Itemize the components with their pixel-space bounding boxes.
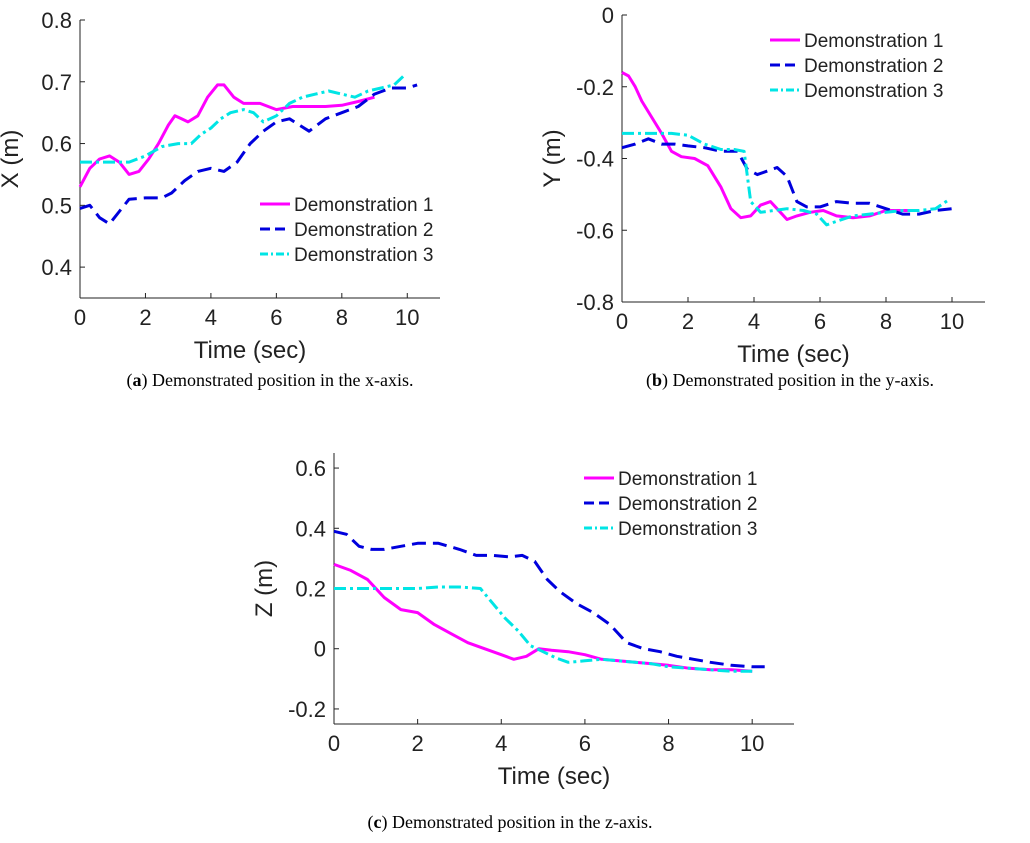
chart-a-xtick-label: 4 [205,305,217,330]
chart-b-xlabel: Time (sec) [737,341,849,368]
caption-b-label: b [652,370,663,390]
chart-a-legend-label-2: Demonstration 2 [294,220,433,241]
chart-b-xtick-label: 4 [748,309,760,334]
chart-a-xtick-label: 0 [74,305,86,330]
chart-c-series-2-line [333,529,765,669]
chart-c-ytick-label: 0 [314,637,326,662]
chart-c-xtick-label: 2 [412,731,424,756]
chart-b-series-1-line [621,71,919,221]
chart-a-xlabel: Time (sec) [194,337,306,364]
chart-b-xtick-label: 8 [880,309,892,334]
chart-a-xtick-label: 8 [336,305,348,330]
chart-b-ytick-label: -0.2 [576,75,614,100]
chart-b-xtick-label: 0 [616,309,628,334]
chart-a-series-3-line [80,74,406,164]
caption-b: (b) Demonstrated position in the y-axis. [646,370,934,390]
chart-c-series-3-line [334,585,753,673]
caption-b-text: Demonstrated position in the y-axis. [672,370,934,390]
chart-c-xtick-label: 6 [579,731,591,756]
chart-b-xtick-label: 2 [682,309,694,334]
panel-a: 0 2 4 6 8 10 0.4 0.5 0.6 0.7 0.8 Time (sec) X (m) Dem… [0,0,510,375]
panel-b: 0 2 4 6 8 10 -0.8 -0.6 -0.4 -0.2 0 Time (sec) Y (m) D… [515,0,1030,375]
chart-b-series-3-line [622,131,950,227]
chart-a-xtick-label: 2 [139,305,151,330]
chart-c-legend-label-2: Demonstration 2 [618,494,757,515]
chart-c-ylabel: Z (m) [251,560,278,617]
caption-c-text: Demonstrated position in the z-axis. [392,812,653,832]
chart-a-ytick-label: 0.8 [41,8,72,33]
caption-c-label: c [373,812,382,832]
chart-b-xtick-label: 10 [940,309,964,334]
chart-a-legend-label-1: Demonstration 1 [294,195,433,216]
chart-b-svg: 0 2 4 6 8 10 -0.8 -0.6 -0.4 -0.2 0 Time (sec) Y (m) D… [539,3,985,368]
caption-c: (c) Demonstrated position in the z-axis. [367,812,653,832]
caption-a-label: a [132,370,142,390]
chart-b-series-2-line [621,137,953,216]
chart-c-xtick-label: 8 [662,731,674,756]
chart-c-xtick-label: 0 [328,731,340,756]
chart-b-ytick-label: 0 [602,3,614,28]
caption-a: (a) Demonstrated position in the x-axis. [126,370,414,390]
chart-a-xtick-label: 6 [270,305,282,330]
caption-a-text: Demonstrated position in the x-axis. [152,370,414,390]
chart-c-ytick-label: 0.4 [295,516,326,541]
chart-a-ytick-label: 0.5 [41,193,72,218]
chart-a-ytick-label: 0.7 [41,70,72,95]
chart-a-ytick-label: 0.4 [41,255,72,280]
chart-c-xtick-label: 4 [495,731,507,756]
chart-b-legend-label-2: Demonstration 2 [804,56,943,77]
chart-b-ytick-label: -0.8 [576,290,614,315]
chart-b-ytick-label: -0.6 [576,218,614,243]
chart-c-series-1-line [333,562,753,673]
chart-b-ytick-label: -0.4 [576,147,614,172]
chart-c-xtick-label: 10 [740,731,764,756]
chart-c-legend-label-3: Demonstration 3 [618,519,757,540]
chart-a-series-2-line [79,83,418,226]
chart-a-series-1-line [78,83,375,188]
chart-a-svg: 0 2 4 6 8 10 0.4 0.5 0.6 0.7 0.8 Time (sec) X (m) Dem… [0,8,440,364]
panel-c: 0 2 4 6 8 10 -0.2 0 0.2 0.4 0.6 Time (sec) Z (m) Demo… [210,435,810,810]
chart-a-legend-label-3: Demonstration 3 [294,245,433,266]
chart-c-xlabel: Time (sec) [498,763,610,790]
chart-c-ytick-label: 0.2 [295,577,326,602]
chart-c-ytick-label: -0.2 [288,697,326,722]
chart-b-xtick-label: 6 [814,309,826,334]
chart-a-ytick-label: 0.6 [41,132,72,157]
chart-a-ylabel: X (m) [0,130,24,189]
chart-b-legend-label-3: Demonstration 3 [804,81,943,102]
chart-b-ylabel: Y (m) [539,129,566,187]
chart-a-xtick-label: 10 [395,305,419,330]
chart-b-legend-label-1: Demonstration 1 [804,31,943,52]
chart-c-ytick-label: 0.6 [295,456,326,481]
chart-c-legend-label-1: Demonstration 1 [618,469,757,490]
